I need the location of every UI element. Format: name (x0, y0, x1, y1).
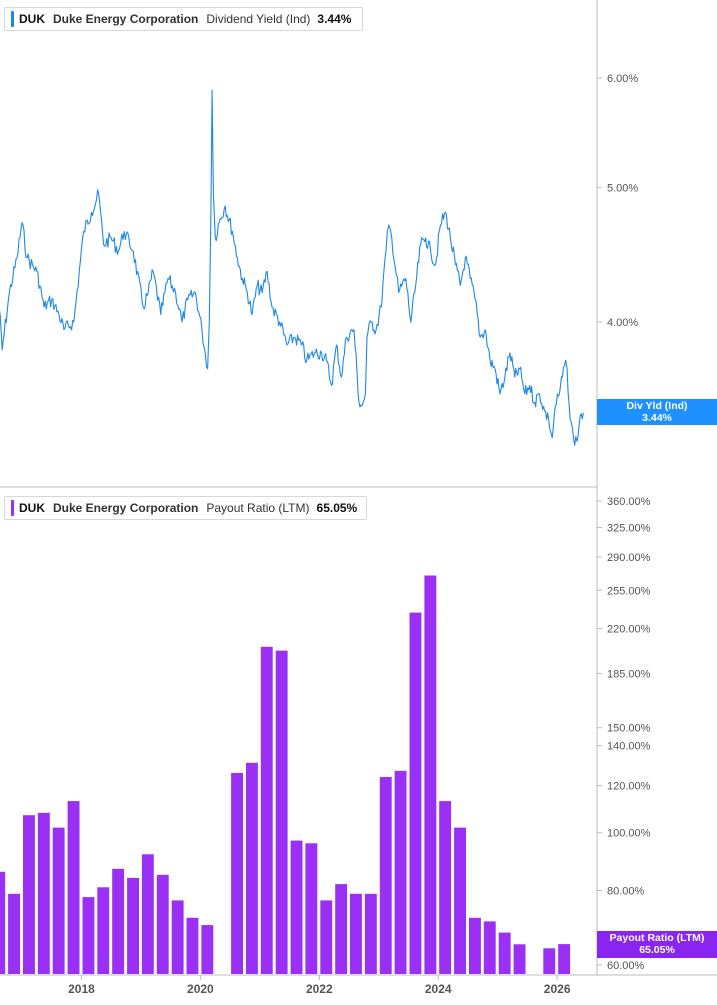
payout-bar (543, 948, 556, 974)
payout-bar (335, 884, 348, 974)
legend-metric: Dividend Yield (Ind) (206, 12, 311, 26)
x-tick-label: 2026 (544, 982, 571, 996)
legend-symbol: DUK (19, 12, 45, 26)
payout-tick-label: 220.00% (607, 624, 651, 636)
payout-tick-label: 120.00% (607, 781, 651, 793)
payout-bar (290, 840, 303, 974)
payout-bar (439, 801, 452, 974)
payout-bar (37, 812, 50, 974)
top-legend: DUK Duke Energy Corporation Dividend Yie… (4, 7, 363, 31)
payout-bar (260, 646, 273, 974)
payout-bar (424, 575, 437, 974)
payout-bar (469, 917, 481, 974)
payout-bar (513, 944, 526, 974)
payout-bar (364, 893, 377, 974)
payout-bar (483, 921, 496, 974)
payout-bar (127, 877, 139, 974)
payout-tag-label: Payout Ratio (LTM) (609, 932, 705, 944)
payout-tick-label: 140.00% (607, 741, 651, 753)
yield-tick-label: 4.00% (607, 317, 638, 329)
payout-bar (23, 815, 35, 974)
payout-bar (305, 843, 318, 974)
payout-bar (186, 917, 199, 974)
legend-value: 65.05% (316, 501, 358, 515)
bottom-legend: DUK Duke Energy Corporation Payout Ratio… (4, 496, 367, 520)
payout-tick-label: 150.00% (607, 723, 651, 735)
payout-tick-label: 325.00% (607, 522, 651, 534)
payout-tick-label: 360.00% (607, 496, 651, 508)
payout-bar (350, 893, 362, 974)
payout-tick-label: 255.00% (607, 585, 651, 597)
yield-value-tag: Div Yld (Ind) 3.44% (597, 399, 717, 425)
payout-tick-label: 290.00% (607, 552, 651, 564)
yield-tick-label: 5.00% (607, 183, 638, 195)
yield-series-line (0, 89, 584, 446)
x-tick-label: 2024 (425, 982, 452, 996)
payout-bar (82, 897, 95, 974)
payout-tick-label: 100.00% (607, 828, 651, 840)
payout-bar (246, 762, 258, 974)
payout-bar (201, 925, 214, 974)
legend-metric: Payout Ratio (LTM) (206, 501, 310, 515)
payout-tick-label: 60.00% (607, 960, 645, 972)
payout-bar (0, 871, 6, 974)
legend-company: Duke Energy Corporation (53, 12, 199, 26)
yield-tag-value: 3.44% (642, 412, 672, 424)
yield-series-swatch (11, 11, 14, 27)
payout-bar (275, 650, 288, 974)
x-tick-label: 2022 (306, 982, 333, 996)
payout-bar (52, 827, 65, 974)
payout-bar (320, 900, 333, 974)
payout-bar (454, 827, 466, 974)
x-tick-label: 2018 (68, 982, 95, 996)
payout-bar (112, 868, 125, 974)
payout-tag-value: 65.05% (639, 944, 675, 956)
payout-value-tag: Payout Ratio (LTM) 65.05% (597, 931, 717, 958)
legend-symbol: DUK (19, 501, 45, 515)
payout-bar (231, 772, 243, 974)
payout-bar (409, 612, 422, 974)
payout-tick-label: 80.00% (607, 886, 645, 898)
payout-tick-label: 185.00% (607, 668, 651, 680)
x-tick-label: 2020 (187, 982, 214, 996)
payout-bar (498, 932, 511, 974)
payout-bar (97, 887, 110, 974)
payout-bar (394, 770, 407, 974)
payout-bar (141, 854, 154, 974)
payout-bar (67, 801, 80, 974)
payout-bar (8, 893, 20, 974)
payout-bar (558, 944, 571, 974)
payout-series-swatch (11, 500, 14, 516)
payout-bar (379, 777, 392, 974)
yield-tag-label: Div Yld (Ind) (626, 400, 688, 412)
payout-bar (156, 874, 169, 974)
payout-bar (171, 900, 184, 974)
legend-company: Duke Energy Corporation (53, 501, 199, 515)
yield-tick-label: 6.00% (607, 73, 638, 85)
legend-value: 3.44% (317, 12, 352, 26)
